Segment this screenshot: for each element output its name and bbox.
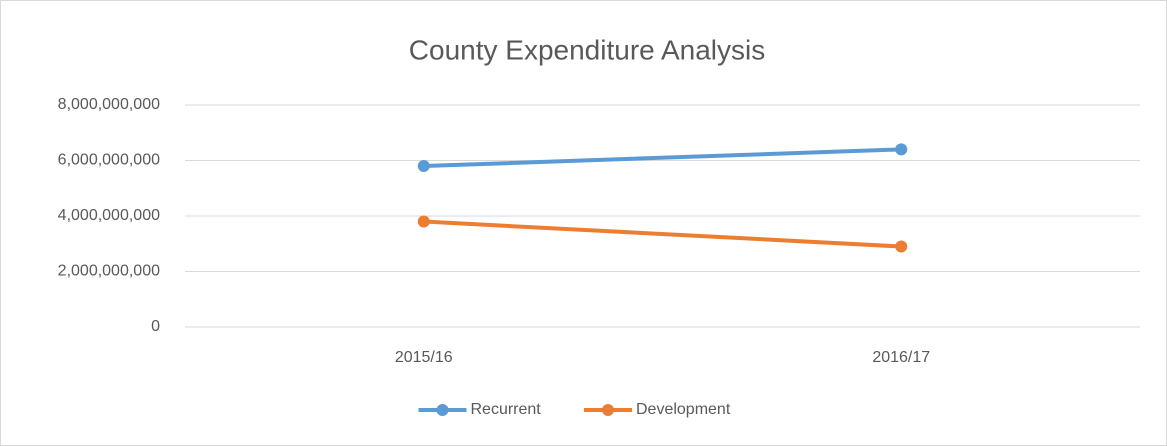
- y-tick-label: 8,000,000,000: [58, 96, 160, 113]
- legend-label: Development: [636, 401, 731, 418]
- series-line: [421, 219, 904, 249]
- data-point: [895, 240, 908, 253]
- x-tick-label: 2015/16: [395, 349, 453, 366]
- y-tick-label: 6,000,000,000: [58, 152, 160, 169]
- data-point: [895, 143, 908, 156]
- legend-marker: [602, 404, 614, 416]
- y-tick-label: 2,000,000,000: [58, 263, 160, 280]
- data-point: [417, 160, 430, 173]
- legend-marker: [436, 404, 449, 416]
- chart-title: County Expenditure Analysis: [409, 34, 765, 65]
- series-line: [421, 147, 904, 169]
- data-point: [417, 215, 430, 228]
- legend-label: Recurrent: [471, 401, 542, 418]
- x-tick-label: 2016/17: [872, 349, 930, 366]
- y-tick-label: 4,000,000,000: [58, 207, 160, 224]
- y-tick-label: 0: [151, 318, 160, 335]
